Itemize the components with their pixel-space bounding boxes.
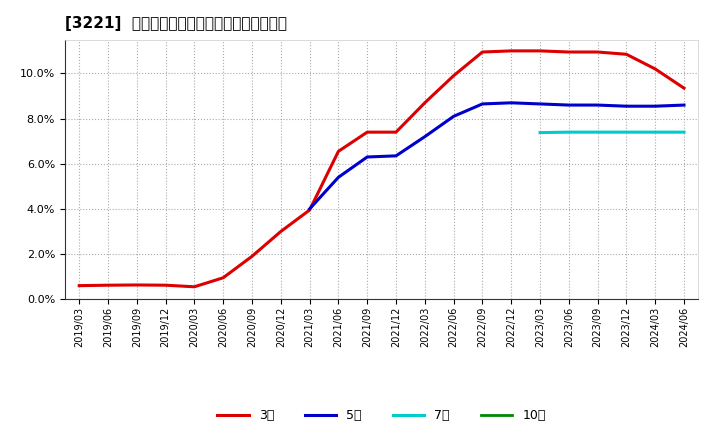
3年 bbox=[363, 129, 372, 135]
5年 bbox=[593, 103, 602, 108]
5年 bbox=[651, 103, 660, 109]
3年 bbox=[248, 254, 256, 259]
3年 bbox=[104, 282, 112, 288]
3年 bbox=[622, 51, 631, 57]
5年 bbox=[536, 101, 544, 106]
3年 bbox=[276, 229, 285, 234]
3年 bbox=[420, 100, 429, 106]
3年 bbox=[161, 282, 170, 288]
3年 bbox=[305, 207, 314, 213]
Line: 5年: 5年 bbox=[310, 103, 684, 209]
5年 bbox=[507, 100, 516, 106]
5年 bbox=[622, 103, 631, 109]
3年 bbox=[536, 48, 544, 54]
3年 bbox=[392, 129, 400, 135]
Text: [3221]  当期純利益マージンの標準偏差の推移: [3221] 当期純利益マージンの標準偏差の推移 bbox=[65, 16, 287, 32]
7年 bbox=[593, 129, 602, 135]
3年 bbox=[593, 49, 602, 55]
Line: 3年: 3年 bbox=[79, 51, 684, 287]
5年 bbox=[363, 154, 372, 160]
5年 bbox=[420, 134, 429, 139]
7年 bbox=[564, 129, 573, 135]
3年 bbox=[564, 49, 573, 55]
3年 bbox=[478, 49, 487, 55]
5年 bbox=[334, 175, 343, 180]
3年 bbox=[75, 283, 84, 288]
3年 bbox=[680, 85, 688, 91]
3年 bbox=[190, 284, 199, 290]
3年 bbox=[449, 73, 458, 78]
7年 bbox=[651, 129, 660, 135]
5年 bbox=[478, 101, 487, 106]
5年 bbox=[449, 114, 458, 119]
5年 bbox=[564, 103, 573, 108]
3年 bbox=[334, 149, 343, 154]
3年 bbox=[132, 282, 141, 288]
7年 bbox=[622, 129, 631, 135]
7年 bbox=[536, 130, 544, 135]
3年 bbox=[219, 275, 228, 280]
3年 bbox=[651, 66, 660, 72]
7年 bbox=[680, 129, 688, 135]
5年 bbox=[305, 206, 314, 212]
5年 bbox=[392, 153, 400, 158]
Legend: 3年, 5年, 7年, 10年: 3年, 5年, 7年, 10年 bbox=[212, 404, 551, 427]
3年 bbox=[507, 48, 516, 54]
5年 bbox=[680, 103, 688, 108]
